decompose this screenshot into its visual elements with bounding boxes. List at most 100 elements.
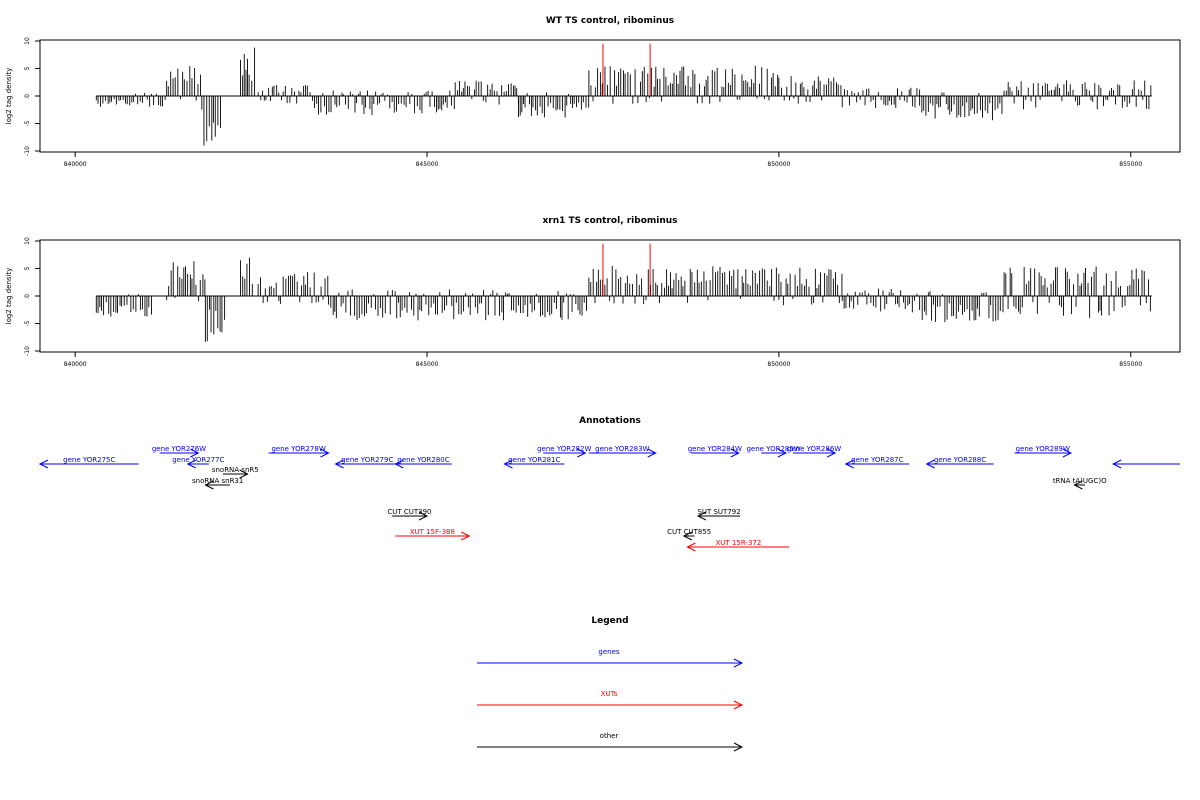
y-tick-label: 0 bbox=[24, 294, 31, 298]
annotation-feature: CUT CUT855 bbox=[667, 528, 711, 541]
feature-label: XUT 15F-388 bbox=[410, 528, 455, 536]
arrow-right-icon bbox=[733, 742, 744, 752]
arrow-right-icon bbox=[190, 448, 200, 458]
arrow-left-icon bbox=[186, 459, 197, 469]
annotations-title: Annotations bbox=[579, 416, 641, 426]
feature-label: gene YOR285W bbox=[746, 445, 800, 453]
legend-title: Legend bbox=[591, 616, 628, 626]
annotation-feature: gene YOR279C bbox=[334, 456, 399, 469]
xrn1-coverage-panel: xrn1 TS control, ribominus log2 tag dens… bbox=[5, 216, 1181, 368]
axis-ticks: 840000 845000 850000 855000 10 5 0 -5 -10 bbox=[24, 237, 1142, 368]
annotation-feature: XUT 15R-372 bbox=[686, 539, 790, 552]
y-tick-label: 10 bbox=[24, 37, 31, 45]
feature-label: gene YOR279C bbox=[341, 456, 393, 464]
legend-label: genes bbox=[598, 648, 619, 656]
y-tick-label: -5 bbox=[24, 120, 31, 126]
arrow-right-icon bbox=[239, 469, 249, 479]
x-tick-label: 845000 bbox=[416, 361, 439, 368]
legend-entry: genes bbox=[477, 648, 744, 668]
legend-label: XUTs bbox=[601, 690, 618, 698]
annotation-feature: gene YOR280C bbox=[394, 456, 452, 469]
annotation-feature: tRNA tA(UGC)O bbox=[1053, 477, 1107, 490]
feature-label: XUT 15R-372 bbox=[716, 539, 762, 547]
arrow-right-icon bbox=[418, 511, 429, 521]
arrow-right-icon bbox=[777, 448, 788, 458]
annotation-feature: gene YOR277C bbox=[172, 456, 225, 469]
feature-label: gene YOR277C bbox=[172, 456, 224, 464]
feature-label: gene YOR287C bbox=[851, 456, 903, 464]
wt-coverage-panel: WT TS control, ribominus log2 tag densit… bbox=[5, 16, 1181, 168]
annotation-feature: gene YOR288C bbox=[925, 456, 994, 469]
arrow-left-icon bbox=[686, 542, 696, 552]
annotation-feature: gene YOR285W bbox=[746, 445, 801, 458]
feature-label: gene YOR276W bbox=[152, 445, 206, 453]
feature-label: SUT SUT792 bbox=[697, 508, 740, 516]
arrow-left-icon bbox=[204, 480, 214, 490]
x-tick-label: 850000 bbox=[767, 161, 790, 168]
arrow-left-icon bbox=[1073, 480, 1083, 490]
feature-label: tRNA tA(UGC)O bbox=[1053, 477, 1107, 485]
feature-label: CUT CUT390 bbox=[387, 508, 431, 516]
legend-entries: genes XUTs other bbox=[477, 648, 744, 752]
feature-label: gene YOR284W bbox=[688, 445, 742, 453]
legend-label: other bbox=[600, 732, 619, 740]
arrow-right-icon bbox=[730, 448, 740, 458]
x-tick-label: 845000 bbox=[416, 161, 439, 168]
arrow-right-icon bbox=[826, 448, 837, 458]
annotation-feature: gene YOR287C bbox=[844, 456, 910, 469]
legend-panel: Legend genes XUTs other bbox=[477, 616, 744, 752]
x-tick-label: 850000 bbox=[767, 361, 790, 368]
feature-label: gene YOR278W bbox=[271, 445, 325, 453]
coverage-bars bbox=[95, 43, 1152, 146]
panel-title: WT TS control, ribominus bbox=[546, 16, 674, 26]
arrow-left-icon bbox=[334, 459, 344, 469]
y-tick-label: -10 bbox=[24, 146, 31, 156]
x-tick-label: 855000 bbox=[1119, 161, 1142, 168]
y-tick-label: 5 bbox=[24, 66, 31, 70]
annotation-feature: gene YOR275C bbox=[38, 456, 139, 469]
annotation-feature: gene YOR282W bbox=[537, 445, 591, 458]
arrow-left-icon bbox=[696, 511, 707, 521]
arrow-right-icon bbox=[320, 448, 330, 458]
arrow-left-icon bbox=[394, 459, 404, 469]
y-tick-label: 10 bbox=[24, 237, 31, 245]
feature-label: gene YOR281C bbox=[508, 456, 560, 464]
feature-label: gene YOR289W bbox=[1016, 445, 1070, 453]
annotation-feature bbox=[1112, 459, 1180, 469]
annotation-features: gene YOR275C gene YOR276W gene YOR277C snoR… bbox=[38, 445, 1180, 552]
y-tick-label: -10 bbox=[24, 346, 31, 356]
annotation-feature: snoRNA snR5 bbox=[212, 466, 259, 479]
feature-label: gene YOR280C bbox=[397, 456, 449, 464]
x-tick-label: 855000 bbox=[1119, 361, 1142, 368]
x-tick-label: 840000 bbox=[64, 361, 87, 368]
arrow-left-icon bbox=[503, 459, 513, 469]
annotation-feature: gene YOR286W bbox=[787, 445, 841, 458]
annotation-feature: CUT CUT390 bbox=[387, 508, 432, 521]
annotation-feature: gene YOR278W bbox=[268, 445, 330, 458]
annotation-feature: SUT SUT792 bbox=[696, 508, 741, 521]
legend-entry: other bbox=[477, 732, 744, 752]
annotation-feature: gene YOR289W bbox=[1014, 445, 1073, 458]
panel-title: xrn1 TS control, ribominus bbox=[542, 216, 677, 226]
feature-label: gene YOR288C bbox=[934, 456, 986, 464]
y-axis-label: log2 tag density bbox=[5, 68, 13, 125]
arrow-left-icon bbox=[1112, 459, 1122, 469]
arrow-left-icon bbox=[925, 459, 935, 469]
axis-ticks: 840000 845000 850000 855000 10 5 0 -5 -10 bbox=[24, 37, 1142, 168]
arrow-right-icon bbox=[1062, 448, 1073, 458]
y-tick-label: 0 bbox=[24, 94, 31, 98]
feature-label: gene YOR286W bbox=[787, 445, 841, 453]
feature-label: gene YOR282W bbox=[537, 445, 591, 453]
arrow-right-icon bbox=[577, 448, 587, 458]
annotation-feature: gene YOR283W bbox=[588, 445, 657, 458]
y-axis-label: log2 tag density bbox=[5, 268, 13, 325]
arrow-right-icon bbox=[733, 700, 744, 710]
arrow-right-icon bbox=[733, 658, 744, 668]
feature-label: snoRNA snR5 bbox=[212, 466, 259, 474]
feature-label: gene YOR275C bbox=[63, 456, 115, 464]
arrow-right-icon bbox=[461, 531, 471, 541]
feature-label: CUT CUT855 bbox=[667, 528, 711, 536]
feature-label: gene YOR283W bbox=[595, 445, 649, 453]
